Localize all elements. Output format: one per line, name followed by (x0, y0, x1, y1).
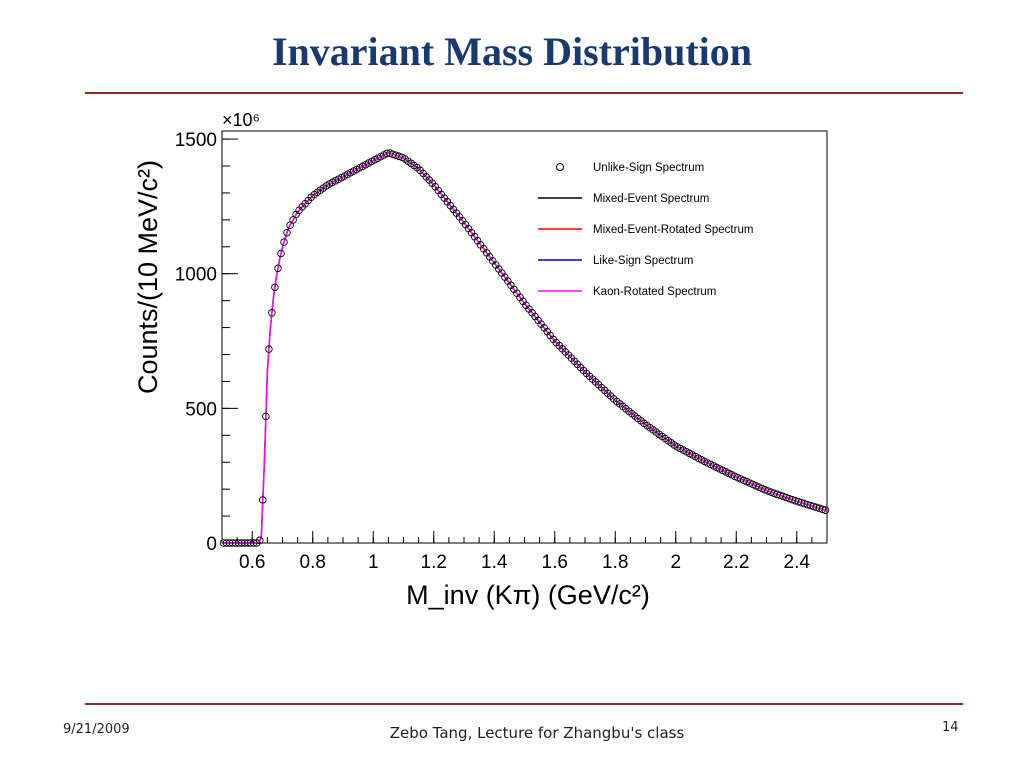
invariant-mass-chart: 0.6 0.8 1 1.2 1.4 1.6 1.8 2 2.2 2.4 0 500 1000 1500×1… (133, 110, 830, 610)
data-point (228, 539, 237, 547)
data-point (225, 539, 234, 547)
y-tick-label: 1000 (175, 265, 217, 286)
series-line-mixed-event-rotated (222, 151, 828, 544)
x-tick-label: 1.6 (542, 552, 568, 573)
footer-divider (85, 703, 963, 705)
x-tick-label: 1.2 (421, 552, 447, 573)
data-point (246, 539, 255, 547)
x-tick-label: 2 (670, 552, 681, 573)
x-tick-label: 0.8 (300, 552, 326, 573)
data-point (250, 539, 258, 547)
data-point (222, 539, 231, 547)
legend-label: Like-Sign Spectrum (593, 255, 693, 267)
legend-label: Kaon-Rotated Spectrum (593, 286, 716, 298)
data-point (274, 264, 282, 273)
data-point (243, 539, 252, 547)
footer-date: 9/21/2009 (63, 722, 130, 737)
plot-frame (221, 130, 828, 544)
page-number: 14 (942, 720, 959, 735)
footer-text: Zebo Tang, Lecture for Zhangbu's class (389, 724, 685, 742)
data-point (265, 345, 273, 353)
x-tick-label: 2.4 (784, 552, 811, 573)
data-point (383, 149, 391, 158)
x-tick-label: 2.2 (723, 552, 749, 573)
x-tick-label: 1 (368, 552, 379, 573)
y-tick-label: 0 (206, 534, 217, 555)
data-point (818, 505, 827, 514)
x-tick-label: 0.6 (239, 552, 265, 573)
data-point (277, 249, 285, 258)
legend-marker-circle (556, 163, 564, 171)
data-point (219, 539, 228, 547)
data-point (283, 228, 291, 237)
data-point (237, 539, 246, 547)
title-divider (85, 92, 963, 94)
legend-label: Mixed-Event-Rotated Spectrum (593, 224, 753, 236)
data-point (268, 309, 276, 317)
y-axis-label: Counts/(10 MeV/c²) (133, 160, 163, 394)
data-point (240, 539, 249, 547)
series-line-mixed-event (222, 151, 828, 544)
x-tick-label: 1.4 (481, 552, 508, 573)
series-line-like-sign (222, 151, 828, 544)
data-point (821, 506, 830, 514)
data-point (256, 536, 264, 545)
data-point (234, 539, 243, 547)
y-tick-label: 1500 (175, 130, 217, 151)
data-point (280, 238, 288, 246)
slide-title: Invariant Mass Distribution (271, 29, 753, 74)
y-multiplier: ×10⁶ (222, 110, 260, 130)
data-point (271, 283, 279, 291)
y-tick-label: 500 (185, 399, 217, 420)
plot-layer: 0.6 0.8 1 1.2 1.4 1.6 1.8 2 2.2 2.4 0 500 1000 1500×1… (133, 110, 830, 610)
data-point (262, 412, 270, 421)
x-tick-label: 1.8 (602, 552, 628, 573)
legend-label: Unlike-Sign Spectrum (593, 162, 704, 174)
data-point (231, 539, 240, 547)
legend-label: Mixed-Event Spectrum (593, 193, 709, 205)
series-line-kaon-rotated (222, 151, 828, 544)
data-point (259, 496, 267, 504)
x-axis-label: M_inv (Kπ) (GeV/c²) (406, 580, 650, 610)
